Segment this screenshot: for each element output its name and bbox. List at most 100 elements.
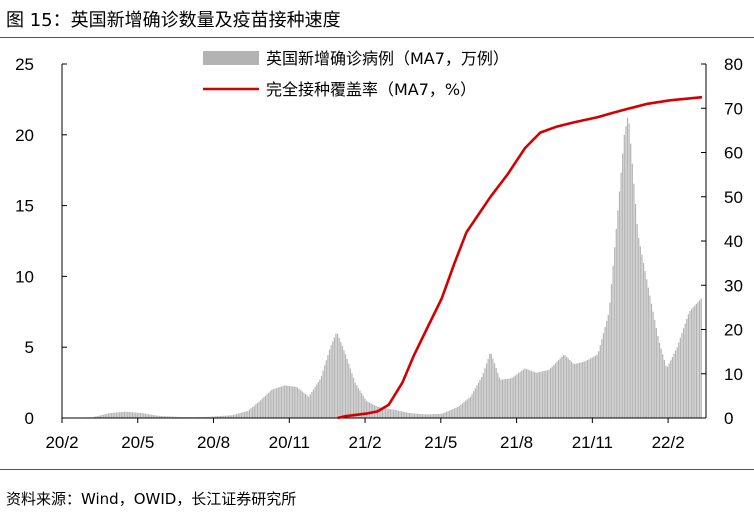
right-tick-label: 10 (724, 365, 743, 384)
case-bar (686, 318, 688, 418)
case-bar (317, 382, 319, 418)
case-bar (477, 382, 480, 418)
case-bar (665, 365, 667, 418)
case-bar (271, 389, 273, 418)
case-bar (399, 411, 401, 418)
case-bar (165, 416, 167, 418)
case-bar (203, 416, 206, 418)
case-bar (548, 369, 550, 418)
case-bar (540, 371, 542, 418)
vaccination-line-layer (337, 95, 703, 420)
case-bar (385, 408, 387, 418)
case-bar (666, 366, 669, 418)
case-bar (524, 368, 526, 418)
case-bar (107, 413, 110, 418)
case-bar (484, 368, 486, 418)
case-bar (119, 412, 121, 418)
case-bar (99, 415, 102, 418)
case-bar (668, 363, 670, 418)
case-bar (575, 363, 577, 418)
case-bar (112, 412, 114, 418)
case-bar (479, 379, 481, 418)
case-bar (354, 382, 356, 418)
case-bar (394, 410, 396, 418)
case-bars (63, 117, 702, 419)
case-bar (498, 377, 500, 418)
case-bar (216, 416, 218, 418)
title-divider (0, 37, 754, 38)
case-bar (207, 416, 209, 418)
case-bar (572, 363, 574, 418)
case-bar (689, 310, 691, 418)
source-divider (0, 469, 754, 470)
right-tick-label: 20 (724, 321, 743, 340)
case-bar (684, 323, 686, 418)
case-bar (320, 375, 323, 418)
case-bar (671, 357, 673, 418)
case-bar (599, 345, 601, 418)
case-bar (495, 367, 497, 418)
right-tick-label: 80 (724, 55, 743, 74)
case-bar (450, 409, 452, 418)
case-bar (596, 354, 598, 418)
case-bar (429, 414, 432, 418)
case-bar (220, 415, 222, 418)
case-bar (566, 356, 568, 418)
case-bar (503, 379, 505, 418)
right-tick-label: 70 (724, 99, 743, 118)
case-bar (248, 409, 251, 418)
legend: 英国新增确诊病例（MA7，万例） 完全接种覆盖率（MA7，%） (203, 49, 509, 99)
case-bar (516, 374, 518, 418)
case-bar (452, 409, 454, 418)
case-bar (343, 350, 345, 418)
case-bar (598, 351, 600, 418)
case-bar (482, 373, 484, 418)
case-bar (106, 413, 108, 418)
case-bar (455, 407, 457, 418)
case-bar (578, 362, 581, 418)
case-bar (360, 393, 363, 418)
case-bar (178, 416, 180, 418)
case-bar (103, 414, 105, 418)
case-bar (449, 410, 451, 418)
case-bar (530, 370, 532, 418)
case-bar (284, 385, 286, 418)
case-bar (428, 414, 430, 418)
case-bar (202, 416, 204, 418)
case-bar (199, 416, 201, 418)
case-bar (272, 389, 275, 418)
case-bar (618, 191, 621, 418)
case-bar (386, 408, 388, 418)
case-bar (383, 407, 385, 418)
case-bar (101, 414, 103, 418)
case-bar (562, 355, 565, 418)
case-bar (631, 163, 633, 418)
case-bar (205, 416, 207, 418)
case-bar (437, 413, 440, 418)
case-bar (264, 395, 267, 418)
case-bar (460, 404, 462, 418)
case-bar (146, 413, 148, 418)
case-bar (175, 416, 177, 418)
case-bar (434, 414, 436, 418)
case-bar (580, 362, 582, 418)
case-bar (700, 298, 702, 418)
case-bar (610, 284, 613, 418)
case-bar (234, 414, 236, 418)
case-bar (296, 387, 299, 418)
case-bar (260, 400, 262, 418)
case-bar (255, 404, 257, 418)
case-bar (133, 412, 135, 418)
case-bar (441, 413, 443, 418)
case-bar (439, 413, 441, 418)
case-bar (574, 363, 576, 418)
case-bar (240, 412, 243, 418)
case-bar (155, 415, 158, 418)
case-bar (139, 412, 142, 418)
case-bar (508, 378, 510, 418)
case-bar (623, 134, 625, 419)
case-bar (593, 356, 595, 418)
case-bar (420, 413, 422, 418)
case-bar (553, 364, 555, 418)
case-bar (660, 348, 662, 418)
